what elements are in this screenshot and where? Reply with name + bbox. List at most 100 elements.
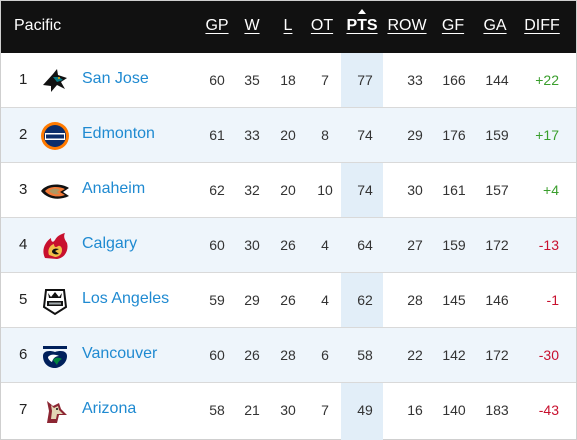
stat-ga: 183 [485, 402, 509, 418]
stat-row: 27 [407, 237, 423, 253]
stat-ot: 7 [321, 72, 329, 88]
team-link-san-jose[interactable]: San Jose [82, 70, 149, 87]
table-row: 6 Vancouver 60 26 28 6 58 22 142 172 -30 [1, 328, 576, 383]
team-link-vancouver[interactable]: Vancouver [82, 345, 158, 362]
table-row: 2 Edmonton 61 33 20 8 74 29 176 159 +17 [1, 108, 576, 163]
table-row: 4 Calgary 60 30 26 4 64 27 159 172 -13 [1, 218, 576, 273]
stat-gp: 62 [209, 182, 225, 198]
stat-pts: 62 [357, 292, 373, 308]
stat-l: 28 [280, 347, 296, 363]
stat-diff: -30 [538, 347, 559, 363]
table-row: 1 San Jose 60 35 18 7 77 33 166 144 +22 [1, 53, 576, 108]
rank: 5 [19, 291, 28, 308]
stat-gp: 60 [209, 72, 225, 88]
stat-gf: 145 [442, 292, 466, 308]
stat-gf: 161 [442, 182, 466, 198]
team-link-anaheim[interactable]: Anaheim [82, 180, 146, 197]
stat-row: 33 [407, 72, 423, 88]
rank: 1 [19, 71, 28, 88]
stat-gp: 61 [209, 127, 225, 143]
column-header-w[interactable]: W [244, 17, 260, 34]
division-title: Pacific [14, 17, 62, 34]
stat-diff: -1 [546, 292, 559, 308]
flames-logo-icon[interactable] [39, 230, 71, 262]
stat-ot: 10 [317, 182, 333, 198]
stat-pts: 74 [357, 182, 373, 198]
stat-gf: 140 [442, 402, 466, 418]
stat-diff: -43 [538, 402, 559, 418]
stat-ga: 146 [485, 292, 509, 308]
stat-w: 32 [244, 182, 260, 198]
column-header-row[interactable]: ROW [387, 17, 427, 34]
stat-l: 30 [280, 402, 296, 418]
stat-ot: 6 [321, 347, 329, 363]
stat-diff: +22 [535, 72, 559, 88]
column-header-ot[interactable]: OT [310, 17, 334, 34]
column-header-ga[interactable]: GA [483, 17, 507, 34]
stat-l: 20 [280, 182, 296, 198]
stat-gp: 60 [209, 347, 225, 363]
team-link-calgary[interactable]: Calgary [82, 235, 138, 252]
stat-row: 28 [407, 292, 423, 308]
stat-w: 26 [244, 347, 260, 363]
stat-ot: 8 [321, 127, 329, 143]
rank: 2 [19, 126, 28, 143]
sort-descending-icon [358, 9, 366, 14]
column-header-diff[interactable]: DIFF [524, 17, 560, 34]
stat-ot: 7 [321, 402, 329, 418]
stat-gp: 60 [209, 237, 225, 253]
stat-ot: 4 [321, 292, 329, 308]
stat-l: 26 [280, 237, 296, 253]
stat-gf: 166 [442, 72, 466, 88]
stat-pts: 49 [357, 402, 373, 418]
stat-w: 33 [244, 127, 260, 143]
stat-pts: 77 [357, 72, 373, 88]
column-header-gp[interactable]: GP [205, 17, 229, 34]
team-link-arizona[interactable]: Arizona [82, 400, 137, 417]
stat-l: 18 [280, 72, 296, 88]
stat-diff: +4 [543, 182, 559, 198]
stat-diff: -13 [538, 237, 559, 253]
stat-ga: 172 [485, 237, 509, 253]
stat-gp: 59 [209, 292, 225, 308]
sharks-logo-icon[interactable] [39, 65, 71, 97]
column-header-l[interactable]: L [283, 17, 293, 34]
table-row: 7 Arizona 58 21 30 7 49 16 140 183 -43 [1, 383, 576, 438]
stat-ga: 172 [485, 347, 509, 363]
stat-ot: 4 [321, 237, 329, 253]
table-header: Pacific GP W L OT PTS ROW GF GA DIFF [1, 1, 576, 53]
ducks-logo-icon[interactable] [39, 175, 71, 207]
stat-gf: 159 [442, 237, 466, 253]
team-link-los-angeles[interactable]: Los Angeles [82, 290, 170, 307]
column-header-gf[interactable]: GF [441, 17, 465, 34]
table-row: 5 Los Angeles 59 29 26 4 62 28 145 146 -… [1, 273, 576, 328]
rank: 4 [19, 236, 28, 253]
rank: 3 [19, 181, 28, 198]
stat-row: 30 [407, 182, 423, 198]
coyotes-logo-icon[interactable] [39, 395, 71, 427]
column-header-pts[interactable]: PTS [346, 17, 378, 34]
stat-pts: 64 [357, 237, 373, 253]
stat-ga: 157 [485, 182, 509, 198]
table-row: 3 Anaheim 62 32 20 10 74 30 161 157 +4 [1, 163, 576, 218]
stat-diff: +17 [535, 127, 559, 143]
stat-gf: 142 [442, 347, 466, 363]
stat-w: 21 [244, 402, 260, 418]
stat-w: 29 [244, 292, 260, 308]
stat-l: 20 [280, 127, 296, 143]
oilers-logo-icon[interactable] [39, 120, 71, 152]
stat-gp: 58 [209, 402, 225, 418]
stat-gf: 176 [442, 127, 466, 143]
team-link-edmonton[interactable]: Edmonton [82, 125, 155, 142]
kings-logo-icon[interactable] [39, 285, 71, 317]
canucks-logo-icon[interactable] [39, 340, 71, 372]
stat-l: 26 [280, 292, 296, 308]
stat-row: 29 [407, 127, 423, 143]
stat-w: 30 [244, 237, 260, 253]
rank: 7 [19, 401, 28, 418]
stat-ga: 144 [485, 72, 509, 88]
stat-w: 35 [244, 72, 260, 88]
stat-ga: 159 [485, 127, 509, 143]
stat-pts: 74 [357, 127, 373, 143]
